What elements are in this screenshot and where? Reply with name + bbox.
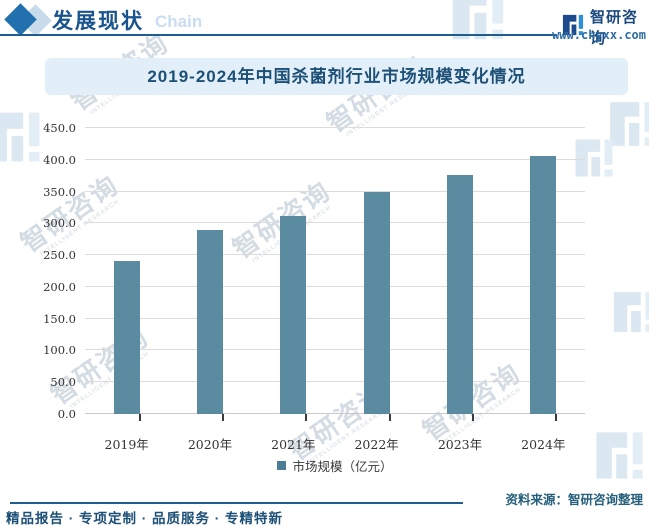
y-tick-label: 400.0 xyxy=(43,152,76,167)
watermark-logo-icon xyxy=(592,428,647,488)
gridline xyxy=(85,317,585,319)
y-tick-label: 100.0 xyxy=(43,343,76,358)
bar-2022年 xyxy=(363,191,390,414)
brand-logo-icon xyxy=(561,13,585,42)
bar-2019年 xyxy=(113,261,140,414)
gridline xyxy=(85,381,585,383)
y-tick-label: 0.0 xyxy=(57,407,76,421)
x-tick-mark xyxy=(305,414,308,421)
x-tick-label: 2024年 xyxy=(521,437,566,452)
footer-tagline: 精品报告 · 专项定制 · 品质服务 · 专精特新 xyxy=(6,511,283,526)
bar-2021年 xyxy=(280,215,307,414)
gridline xyxy=(85,349,585,351)
x-tick-label: 2023年 xyxy=(437,437,483,452)
plot-area xyxy=(85,127,585,421)
x-tick-label: 2019年 xyxy=(104,437,149,452)
y-tick-label: 350.0 xyxy=(43,184,76,199)
y-tick-label: 250.0 xyxy=(43,248,76,263)
x-tick-label: 2020年 xyxy=(187,437,233,452)
x-tick-mark xyxy=(388,414,391,421)
y-tick-label: 300.0 xyxy=(43,216,76,231)
bar-slot xyxy=(85,128,168,421)
bar-slot xyxy=(502,128,585,421)
bar-slot xyxy=(168,128,251,421)
gridline xyxy=(85,190,585,192)
y-tick-label: 150.0 xyxy=(43,311,76,326)
watermark-logo-icon xyxy=(606,98,649,155)
gridline xyxy=(85,285,585,287)
page-subtitle: Chain xyxy=(155,12,203,31)
gridline xyxy=(85,158,585,160)
x-tick-mark xyxy=(555,414,558,421)
bar-2023年 xyxy=(446,175,473,414)
bar-2024年 xyxy=(530,155,557,414)
watermark-logo-icon xyxy=(610,288,649,341)
bar-slot xyxy=(418,128,501,421)
y-tick-label: 450.0 xyxy=(43,121,76,135)
gridline xyxy=(85,413,585,414)
footer-divider xyxy=(10,502,463,504)
y-tick-label: 50.0 xyxy=(50,375,76,390)
gridline xyxy=(85,222,585,224)
gridline xyxy=(85,127,585,128)
x-tick-label: 2021年 xyxy=(271,437,316,452)
data-source: 资料来源：智研咨询整理 xyxy=(505,493,643,507)
x-tick-mark xyxy=(471,414,474,421)
x-axis: 2019年 2020年 2021年 2022年 2023年 2024年 xyxy=(85,434,585,453)
legend-marker xyxy=(277,461,287,470)
bar-slot xyxy=(335,128,418,421)
watermark-logo-icon xyxy=(448,0,508,49)
header-divider xyxy=(0,34,557,36)
y-tick-label: 200.0 xyxy=(43,279,76,294)
y-axis: 450.0 400.0 350.0 300.0 250.0 200.0 150.0 100.0… xyxy=(28,121,76,421)
bar-slot xyxy=(252,128,335,421)
bars-row xyxy=(85,128,585,421)
brand-name: 智研咨询 xyxy=(590,9,639,47)
bar-2020年 xyxy=(196,229,223,414)
website-link[interactable]: www.chyxx.com xyxy=(552,28,646,42)
gridline xyxy=(85,254,585,256)
x-tick-label: 2022年 xyxy=(354,437,399,452)
legend-label: 市场规模（亿元） xyxy=(292,460,393,474)
x-tick-mark xyxy=(138,414,141,421)
legend: 市场规模（亿元） xyxy=(85,456,585,475)
x-tick-mark xyxy=(221,414,224,421)
page-title: 发展现状 xyxy=(52,10,144,33)
brand: 智研咨询 xyxy=(561,6,649,48)
chart-title-banner: 2019-2024年中国杀菌剂行业市场规模变化情况 xyxy=(45,58,628,95)
chart-title: 2019-2024年中国杀菌剂行业市场规模变化情况 xyxy=(147,67,526,86)
